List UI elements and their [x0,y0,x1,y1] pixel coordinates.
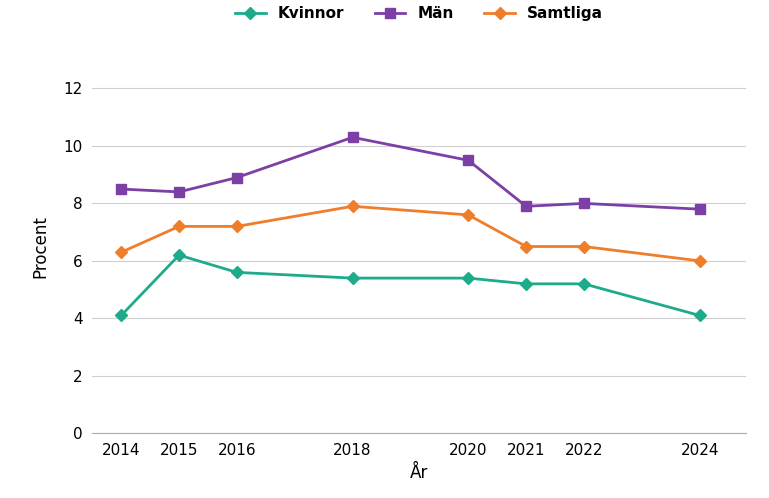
Legend: Kvinnor, Män, Samtliga: Kvinnor, Män, Samtliga [229,0,609,27]
Samtliga [117,249,126,255]
Män [348,134,357,140]
Samtliga [348,203,357,209]
Samtliga [579,244,588,249]
Män [695,206,704,212]
Line: Kvinnor: Kvinnor [117,251,704,320]
Samtliga [464,212,473,218]
Män [521,203,531,209]
X-axis label: År: År [410,464,428,482]
Samtliga [695,258,704,264]
Kvinnor [695,312,704,318]
Kvinnor [464,275,473,281]
Kvinnor [348,275,357,281]
Kvinnor [232,269,241,275]
Line: Män: Män [116,132,704,214]
Kvinnor [521,281,531,287]
Samtliga [175,224,184,230]
Samtliga [521,244,531,249]
Kvinnor [117,312,126,318]
Kvinnor [175,252,184,258]
Män [464,157,473,163]
Män [175,189,184,195]
Samtliga [232,224,241,230]
Män [117,186,126,192]
Line: Samtliga: Samtliga [117,202,704,265]
Män [232,175,241,181]
Y-axis label: Procent: Procent [32,215,49,278]
Kvinnor [579,281,588,287]
Män [579,200,588,206]
